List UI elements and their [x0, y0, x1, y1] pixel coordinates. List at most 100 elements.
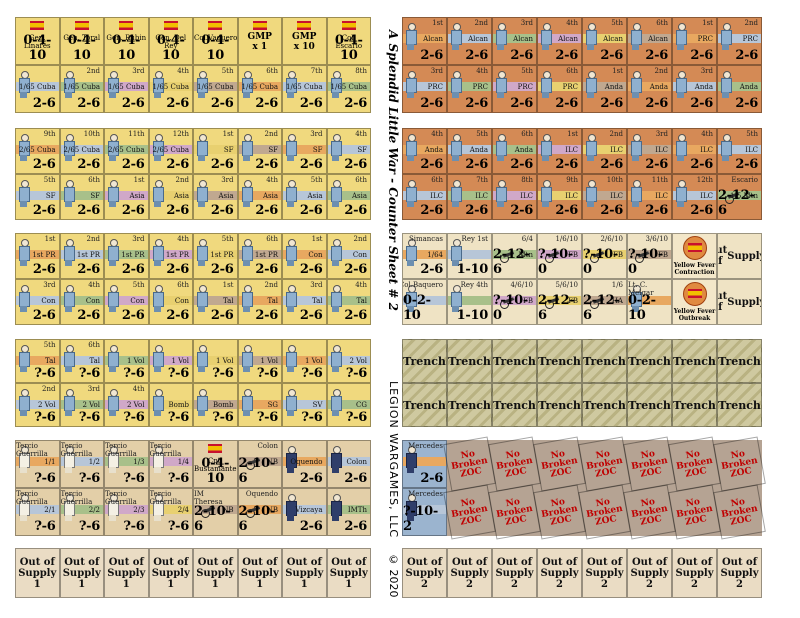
unit-counter[interactable]: Col.Baquero 0-2-10 — [402, 279, 447, 325]
unit-counter[interactable]: 5th Tal ?-6 — [15, 339, 60, 383]
out-of-supply-marker[interactable]: Out of Supply 2 — [537, 548, 582, 598]
unit-counter[interactable]: 2nd ILC 2-6 — [582, 128, 627, 174]
trench-marker[interactable]: Trench — [402, 339, 447, 383]
unit-counter[interactable]: Tercio Guerrilla 1/4 ?-6 — [148, 440, 193, 488]
unit-counter[interactable]: 1st Tal 2-6 — [193, 279, 238, 325]
unit-counter[interactable]: 3rd 1/65 Cuba 2-6 — [104, 65, 149, 113]
trench-marker[interactable]: Trench — [402, 383, 447, 427]
trench-marker[interactable]: Trench — [537, 383, 582, 427]
leader-counter[interactable]: Gen. Del Rey 0-4-10 — [148, 17, 193, 65]
out-of-supply-marker[interactable]: Out of Supply 2 — [627, 548, 672, 598]
unit-counter[interactable]: 9th 2/65 Cuba 2-6 — [15, 128, 60, 174]
unit-counter[interactable]: Tercio Guerrilla 2/3 ?-6 — [104, 488, 149, 536]
unit-counter[interactable]: 2 Vol ?-6 — [326, 339, 371, 383]
out-of-supply-marker[interactable]: Out of Supply 2 — [492, 548, 537, 598]
unit-counter[interactable]: 7th ILC 2-6 — [447, 174, 492, 220]
trench-marker[interactable]: Trench — [582, 339, 627, 383]
unit-counter[interactable]: 6th 1st PR 2-6 — [237, 233, 282, 279]
unit-counter[interactable]: 1 Vol ?-6 — [104, 339, 149, 383]
no-broken-zoc-marker[interactable]: No Broken ZOC — [713, 436, 766, 492]
unit-counter[interactable]: 2nd 1st PR 2-6 — [59, 233, 104, 279]
trench-marker[interactable]: Trench — [447, 339, 492, 383]
out-of-supply-marker[interactable]: Out of Supply 2 — [672, 548, 717, 598]
unit-counter[interactable]: 1st ILC 2-6 — [537, 128, 582, 174]
unit-counter[interactable]: Oquendo 2-6 — [282, 440, 327, 488]
trench-marker[interactable]: Trench — [717, 339, 762, 383]
unit-counter[interactable]: 3rd SF 2-6 — [282, 128, 327, 174]
leader-counter[interactable]: Gen. Rubin 0-4-10 — [104, 17, 149, 65]
unit-counter[interactable]: 2nd PRC 2-6 — [717, 17, 762, 65]
unit-counter[interactable]: 6th Tal ?-6 — [59, 339, 104, 383]
unit-counter[interactable]: 1 Vol ?-6 — [193, 339, 238, 383]
out-of-supply-marker[interactable]: Out of Supply 2 — [582, 548, 627, 598]
unit-counter[interactable]: IMTh 2-6 — [326, 488, 371, 536]
trench-marker[interactable]: Trench — [627, 383, 672, 427]
unit-counter[interactable]: 4th 2 Vol ?-6 — [104, 383, 149, 427]
unit-counter[interactable]: 5th PRC 2-6 — [492, 65, 537, 113]
unit-counter[interactable]: 3rd 2 Vol ?-6 — [59, 383, 104, 427]
trench-marker[interactable]: Trench — [537, 339, 582, 383]
unit-counter[interactable]: Colon NB 2-10-6 — [237, 440, 282, 488]
unit-counter[interactable]: 4/6/10 FB ?-10-0 — [492, 279, 537, 325]
no-broken-zoc-marker[interactable]: No Broken ZOC — [713, 484, 766, 540]
unit-counter[interactable]: SV ?-6 — [282, 383, 327, 427]
unit-counter[interactable]: 1/6/10 FB ?-10-0 — [537, 233, 582, 279]
unit-counter[interactable]: 4th 1/65 Cuba 2-6 — [148, 65, 193, 113]
unit-counter[interactable]: 1 Vol ?-6 — [282, 339, 327, 383]
unit-counter[interactable]: Oquendo NB 2-10-6 — [237, 488, 282, 536]
yellow-fever-marker[interactable]: Yellow Fever Contraction — [672, 233, 717, 279]
unit-counter[interactable]: 3/6/10 FB ?-10-0 — [627, 233, 672, 279]
unit-counter[interactable]: 2nd Alcan 2-6 — [447, 17, 492, 65]
unit-counter[interactable]: IM Theresa NB 2-10-6 — [193, 488, 238, 536]
unit-counter[interactable]: 1st SF 2-6 — [193, 128, 238, 174]
unit-counter[interactable]: Mercedes 2-6 — [402, 440, 447, 488]
unit-counter[interactable]: 10th 2/65 Cuba 2-6 — [59, 128, 104, 174]
unit-counter[interactable]: Tercio Guerrilla 2/2 ?-6 — [59, 488, 104, 536]
unit-counter[interactable]: 2nd Tal 2-6 — [237, 279, 282, 325]
unit-counter[interactable]: 6th Anda 2-6 — [492, 128, 537, 174]
unit-counter[interactable]: 6th ILC 2-6 — [402, 174, 447, 220]
trench-marker[interactable]: Trench — [627, 339, 672, 383]
unit-counter[interactable]: 5th 1st PR 2-6 — [193, 233, 238, 279]
gmp-counter[interactable]: GMP x 10 — [282, 17, 327, 65]
unit-counter[interactable]: 8th 1/65 Cuba 2-6 — [326, 65, 371, 113]
unit-counter[interactable]: Anda 2-6 — [717, 65, 762, 113]
unit-counter[interactable]: Tercio Guerrilla 1/2 ?-6 — [59, 440, 104, 488]
out-of-supply-marker[interactable]: Out of Supply 2 — [402, 548, 447, 598]
unit-counter[interactable]: 1st Asia 2-6 — [104, 174, 149, 220]
leader-counter[interactable]: Gen. Toral 0-4-10 — [59, 17, 104, 65]
unit-counter[interactable]: 6th 1/65 Cuba 2-6 — [237, 65, 282, 113]
out-of-supply-marker[interactable]: Out of Supply 2 — [717, 548, 762, 598]
unit-counter[interactable]: 3rd Asia 2-6 — [193, 174, 238, 220]
unit-counter[interactable]: 1 Vol ?-6 — [148, 339, 193, 383]
unit-counter[interactable]: 1 Vol ?-6 — [237, 339, 282, 383]
trench-marker[interactable]: Trench — [672, 383, 717, 427]
unit-counter[interactable]: 2nd 1/65 Cuba 2-6 — [59, 65, 104, 113]
unit-counter[interactable]: 1st PRC 2-6 — [672, 17, 717, 65]
unit-counter[interactable]: 9th ILC 2-6 — [537, 174, 582, 220]
unit-counter[interactable]: 1st Anda 2-6 — [582, 65, 627, 113]
unit-counter[interactable]: 12th ILC 2-6 — [672, 174, 717, 220]
unit-counter[interactable]: Tercio Guerrilla 1/3 ?-6 — [104, 440, 149, 488]
leader-counter[interactable]: Cpt. Bustamante 0-4-10 — [193, 440, 238, 488]
unit-counter[interactable]: 4th 1st PR 2-6 — [148, 233, 193, 279]
unit-counter[interactable]: 2nd Anda 2-6 — [627, 65, 672, 113]
unit-counter[interactable]: 3rd ILC 2-6 — [627, 128, 672, 174]
unit-counter[interactable]: 1/6 HA 2-12-6 — [582, 279, 627, 325]
out-of-supply-marker[interactable]: Out of Supply 2 — [447, 548, 492, 598]
unit-counter[interactable]: 5th Asia 2-6 — [282, 174, 327, 220]
unit-counter[interactable]: 5th Alcan 2-6 — [582, 17, 627, 65]
unit-counter[interactable]: 5th SF 2-6 — [15, 174, 60, 220]
unit-counter[interactable]: 4th Asia 2-6 — [237, 174, 282, 220]
unit-counter[interactable]: 2nd Con 2-6 — [326, 233, 371, 279]
unit-counter[interactable]: 1/65 Cuba 2-6 — [15, 65, 60, 113]
unit-counter[interactable]: Bomb ?-6 — [148, 383, 193, 427]
unit-counter[interactable]: Tercio Guerrilla 2/4 ?-6 — [148, 488, 193, 536]
unit-counter[interactable]: 3rd Anda 2-6 — [672, 65, 717, 113]
unit-counter[interactable]: 5/6/10 FB 2-12-6 — [537, 279, 582, 325]
